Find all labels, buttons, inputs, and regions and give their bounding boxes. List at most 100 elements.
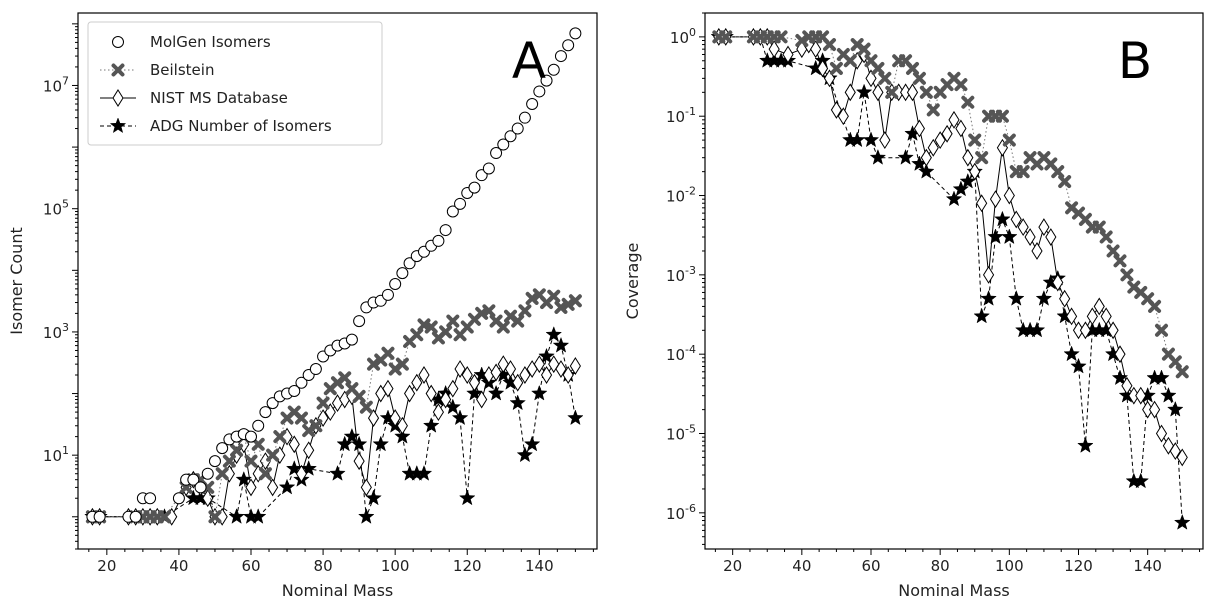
data-point-beilstein	[352, 389, 366, 403]
data-point-molgen-isomers	[129, 510, 142, 523]
data-point-adg-number-of-isomers	[1160, 387, 1177, 403]
y-tick-label: 10-4	[666, 343, 696, 364]
data-point-beilstein	[316, 396, 330, 410]
data-point-molgen-isomers	[389, 277, 402, 290]
data-point-molgen-isomers	[187, 473, 200, 486]
data-point-molgen-isomers	[547, 63, 560, 76]
data-point-beilstein	[1175, 365, 1189, 379]
data-point-adg-number-of-isomers	[952, 180, 970, 197]
data-point-nist-ms-database	[810, 40, 822, 59]
data-point-nist-ms-database	[913, 119, 926, 138]
data-point-beilstein	[410, 328, 424, 342]
data-point-adg-number-of-isomers	[422, 417, 440, 433]
data-point-adg-number-of-isomers	[897, 148, 914, 165]
legend-label: ADG Number of Isomers	[150, 117, 332, 135]
x-tick-label: 60	[861, 557, 880, 575]
data-point-nist-ms-database	[360, 478, 372, 497]
data-point-nist-ms-database	[872, 83, 884, 102]
data-point-beilstein	[885, 85, 899, 99]
x-tick-label: 40	[792, 557, 811, 575]
data-point-beilstein	[309, 419, 323, 433]
data-point-adg-number-of-isomers	[365, 489, 382, 506]
data-point-nist-ms-database	[1010, 210, 1022, 229]
data-point-nist-ms-database	[948, 110, 960, 129]
data-point-molgen-isomers	[201, 467, 214, 480]
data-point-beilstein	[230, 443, 244, 457]
y-tick-label: 101	[43, 444, 69, 465]
legend-marker-diamond	[112, 89, 124, 107]
data-point-nist-ms-database	[1148, 400, 1161, 419]
plot-frame	[77, 12, 598, 550]
data-point-beilstein	[1168, 355, 1182, 369]
data-point-beilstein	[1113, 254, 1127, 268]
data-point-adg-number-of-isomers	[451, 409, 469, 426]
data-point-molgen-isomers	[396, 267, 409, 280]
data-point-beilstein	[1148, 299, 1162, 313]
data-point-beilstein	[995, 109, 1009, 123]
data-point-nist-ms-database	[1059, 289, 1071, 308]
data-point-beilstein	[424, 320, 438, 334]
x-tick-label: 80	[931, 557, 950, 575]
panel-b: 20 40 60 80 100 120 140 100 10-1 10-2 10-3 10-4 10-5…	[623, 12, 1204, 600]
x-tick-label: 20	[97, 557, 116, 575]
data-point-nist-ms-database	[976, 194, 988, 213]
data-point-nist-ms-database	[782, 45, 794, 64]
data-point-nist-ms-database	[1017, 218, 1029, 237]
data-point-beilstein	[919, 85, 933, 99]
data-point-nist-ms-database	[512, 373, 524, 392]
x-tick-label: 60	[241, 557, 260, 575]
data-point-beilstein	[158, 510, 171, 524]
data-point-adg-number-of-isomers	[372, 435, 390, 452]
data-point-nist-ms-database	[396, 416, 408, 435]
data-point-molgen-isomers	[540, 74, 553, 87]
data-point-nist-ms-database	[245, 478, 257, 497]
data-point-adg-number-of-isomers	[538, 347, 555, 364]
data-point-beilstein	[446, 314, 460, 328]
legend-marker-x	[111, 63, 125, 77]
data-point-nist-ms-database	[837, 107, 849, 126]
data-point-molgen-isomers	[144, 492, 157, 505]
data-point-molgen-isomers	[172, 492, 185, 505]
y-axis-label: Coverage	[623, 243, 642, 320]
data-point-beilstein	[829, 61, 843, 75]
plot-frame	[704, 12, 1204, 550]
data-point-beilstein	[215, 467, 229, 481]
y-tick-label: 10-5	[666, 423, 696, 444]
x-tick-label: 100	[995, 557, 1024, 575]
data-point-molgen-isomers	[511, 122, 524, 135]
x-tick-label: 80	[314, 557, 333, 575]
data-point-molgen-isomers	[526, 98, 539, 111]
data-point-beilstein	[719, 30, 733, 44]
legend: MolGen Isomers Beilstein NIST MS Database A…	[87, 21, 383, 146]
data-point-molgen-isomers	[562, 39, 575, 52]
data-point-adg-number-of-isomers	[343, 427, 361, 444]
data-point-adg-number-of-isomers	[1007, 289, 1025, 306]
panel-letter: B	[1118, 32, 1152, 90]
data-point-nist-ms-database	[569, 357, 581, 375]
data-point-adg-number-of-isomers	[300, 460, 317, 476]
legend-marker-star	[109, 117, 127, 134]
data-point-nist-ms-database	[389, 409, 401, 428]
data-point-beilstein	[968, 133, 982, 147]
data-point-beilstein	[496, 320, 510, 334]
data-point-adg-number-of-isomers	[329, 464, 346, 481]
data-point-nist-ms-database	[418, 366, 430, 384]
data-point-nist-ms-database	[490, 363, 502, 382]
data-point-beilstein	[1002, 133, 1016, 147]
legend-label: NIST MS Database	[150, 89, 288, 107]
data-point-nist-ms-database	[533, 355, 545, 374]
data-point-nist-ms-database	[844, 83, 856, 102]
data-point-molgen-isomers	[468, 181, 481, 194]
data-point-beilstein	[774, 30, 788, 44]
data-point-beilstein	[906, 61, 919, 75]
data-point-adg-number-of-isomers	[959, 172, 977, 189]
data-point-adg-number-of-isomers	[567, 409, 584, 426]
x-axis-label: Nominal Mass	[898, 581, 1010, 600]
data-point-beilstein	[367, 357, 381, 371]
data-point-molgen-isomers	[295, 376, 308, 389]
data-point-beilstein	[912, 71, 926, 85]
data-point-molgen-isomers	[309, 363, 322, 376]
data-point-adg-number-of-isomers	[358, 508, 375, 524]
data-point-adg-number-of-isomers	[1167, 400, 1184, 417]
